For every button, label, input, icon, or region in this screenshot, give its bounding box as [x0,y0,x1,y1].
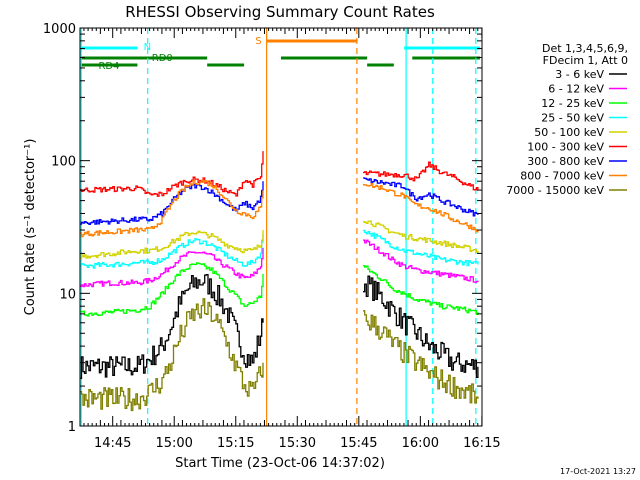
chart-title: RHESSI Observing Summary Count Rates [125,3,435,21]
legend-entry-label: 50 - 100 keV [534,126,604,139]
legend-header-line-2: FDecim 1, Att 0 [543,54,628,67]
series-line-4 [363,220,479,253]
footer-timestamp: 17-Oct-2021 13:27 [560,467,636,476]
y-tick-label: 100 [51,155,76,170]
legend-entry-label: 800 - 7000 keV [520,170,604,183]
series-line-0 [80,274,264,379]
series-line-3 [80,234,264,269]
series-line-8 [363,310,479,404]
series-line-6 [363,177,479,217]
y-tick-label: 10 [59,287,76,302]
series-line-5 [363,161,479,191]
flag-label-rd0: RD0 [152,53,173,64]
series-line-1 [363,239,479,283]
series-line-0 [363,275,479,379]
series-line-2 [80,262,264,317]
series-line-4 [80,230,264,260]
series-line-5 [80,151,264,197]
y-axis-ticks: 1 10 100 1000 [43,22,482,435]
x-tick-label: 16:15 [463,436,500,451]
legend-entry-label: 3 - 6 keV [555,68,604,81]
series-line-6 [80,181,264,226]
series-line-7 [80,179,264,238]
flag-label-s: S [255,36,261,47]
flag-label-n: N [144,42,151,53]
y-tick-label: 1 [68,420,76,435]
series-lines [80,151,479,412]
series-line-8 [80,298,264,412]
y-tick-label: 1000 [43,22,76,37]
legend-entry-label: 100 - 300 keV [527,141,604,154]
flag-label-rd4: RD4 [98,61,119,72]
x-tick-label: 15:00 [155,436,192,451]
legend-entry-label: 25 - 50 keV [541,112,604,125]
x-tick-label: 16:00 [402,436,439,451]
x-axis-ticks: 14:45 15:00 15:15 15:30 15:45 16:00 16:15 [83,28,501,451]
x-tick-label: 14:45 [94,436,131,451]
x-tick-label: 15:30 [279,436,316,451]
series-line-3 [363,229,479,267]
legend-entry-label: 12 - 25 keV [541,97,604,110]
y-axis-label: Count Rate (s⁻¹ detector⁻¹) [23,139,38,316]
legend-entry-label: 7000 - 15000 keV [506,184,604,197]
series-line-2 [363,264,479,316]
x-tick-label: 15:45 [340,436,377,451]
series-line-7 [363,183,479,233]
x-axis-label: Start Time (23-Oct-06 14:37:02) [175,456,385,471]
series-line-1 [80,247,264,288]
legend-header-line-1: Det 1,3,4,5,6,9, [542,42,628,55]
x-tick-label: 15:15 [217,436,254,451]
legend: Det 1,3,4,5,6,9, FDecim 1, Att 0 3 - 6 k… [506,42,628,197]
legend-entry-label: 300 - 800 keV [527,155,604,168]
legend-entry-label: 6 - 12 keV [548,83,604,96]
